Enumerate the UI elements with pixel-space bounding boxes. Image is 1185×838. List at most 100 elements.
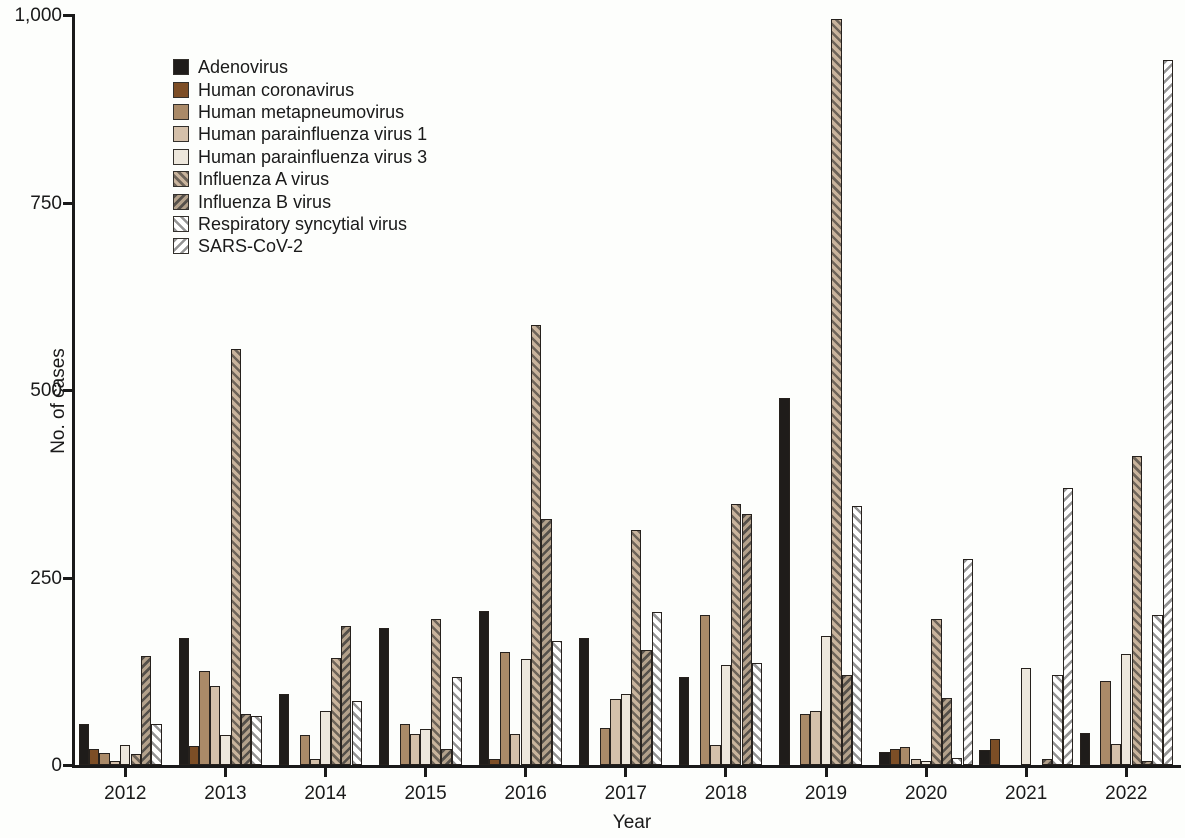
y-tick xyxy=(63,14,72,17)
x-tick xyxy=(1124,768,1128,777)
bar-adenovirus-2020 xyxy=(879,751,890,765)
legend-item: Human parainfluenza virus 1 xyxy=(173,123,427,145)
x-tick-label: 2016 xyxy=(504,783,547,804)
legend-label: SARS-CoV-2 xyxy=(198,236,304,257)
legend-swatch-icon xyxy=(173,238,189,255)
bar-human-coronavirus-2016 xyxy=(489,759,500,765)
x-tick-label: 2022 xyxy=(1105,783,1148,804)
bar-influenza-b-virus-2021 xyxy=(1041,759,1053,765)
y-axis-line xyxy=(72,14,75,768)
bar-adenovirus-2012 xyxy=(78,723,89,765)
bar-influenza-a-virus-2018 xyxy=(731,504,742,765)
bar-human-parainfluenza-virus-1-2017 xyxy=(610,699,621,765)
legend-swatch-icon xyxy=(173,59,189,76)
y-tick xyxy=(63,389,72,392)
legend-swatch-icon xyxy=(173,193,189,210)
bar-human-metapneumovirus-2017 xyxy=(599,727,611,765)
bar-human-metapneumovirus-2018 xyxy=(699,615,711,765)
legend-item: Influenza A virus xyxy=(173,168,427,190)
x-tick xyxy=(724,768,728,777)
y-tick-label: 1,000 xyxy=(14,5,62,26)
bar-influenza-a-virus-2020 xyxy=(931,618,942,765)
bar-influenza-b-virus-2017 xyxy=(641,650,652,765)
bar-human-parainfluenza-virus-3-2020 xyxy=(920,761,932,765)
bar-influenza-b-virus-2015 xyxy=(441,749,452,765)
x-tick xyxy=(624,768,628,777)
bar-adenovirus-2018 xyxy=(679,676,690,765)
legend-item: SARS-CoV-2 xyxy=(173,235,427,257)
bar-human-parainfluenza-virus-1-2019 xyxy=(810,711,821,765)
x-tick-label: 2013 xyxy=(204,783,247,804)
bar-human-coronavirus-2021 xyxy=(989,738,1001,765)
bar-human-parainfluenza-virus-1-2013 xyxy=(209,686,221,765)
x-tick xyxy=(123,768,127,777)
bar-sars-cov-2-2021 xyxy=(1062,487,1073,765)
bar-influenza-b-virus-2022 xyxy=(1141,761,1153,765)
bar-influenza-b-virus-2013 xyxy=(241,714,252,765)
bar-human-metapneumovirus-2016 xyxy=(499,651,511,765)
bar-adenovirus-2013 xyxy=(178,637,189,765)
legend-item: Human metapneumovirus xyxy=(173,101,427,123)
bar-adenovirus-2022 xyxy=(1079,732,1090,765)
bar-influenza-a-virus-2017 xyxy=(631,530,642,765)
bar-respiratory-syncytial-virus-2012 xyxy=(151,723,162,765)
bar-human-coronavirus-2012 xyxy=(88,748,100,765)
y-tick xyxy=(63,764,72,767)
x-tick xyxy=(324,768,327,777)
bar-influenza-b-virus-2018 xyxy=(741,513,752,765)
bar-human-parainfluenza-virus-3-2019 xyxy=(820,636,832,765)
bar-sars-cov-2-2020 xyxy=(962,558,973,765)
x-axis-line xyxy=(72,765,1181,768)
legend-label: Human parainfluenza virus 3 xyxy=(198,146,428,167)
x-tick xyxy=(223,768,227,777)
legend-swatch-icon xyxy=(173,215,189,232)
bar-human-parainfluenza-virus-3-2017 xyxy=(620,693,631,765)
y-tick-label: 0 xyxy=(51,755,62,776)
bar-human-metapneumovirus-2014 xyxy=(299,735,310,765)
bar-human-parainfluenza-virus-1-2016 xyxy=(510,733,521,765)
bar-influenza-a-virus-2013 xyxy=(230,348,241,765)
bar-influenza-b-virus-2014 xyxy=(341,626,352,765)
bar-adenovirus-2019 xyxy=(779,397,790,765)
bar-respiratory-syncytial-virus-2020 xyxy=(952,757,963,765)
bar-adenovirus-2021 xyxy=(979,750,990,765)
bar-human-metapneumovirus-2013 xyxy=(199,671,210,765)
bar-influenza-a-virus-2019 xyxy=(831,18,842,765)
bar-human-metapneumovirus-2022 xyxy=(1100,681,1111,765)
legend-item: Influenza B virus xyxy=(173,190,427,212)
x-axis-title: Year xyxy=(612,812,652,833)
legend-label: Respiratory syncytial virus xyxy=(198,213,408,234)
bar-human-metapneumovirus-2012 xyxy=(99,753,110,765)
x-tick-label: 2015 xyxy=(404,783,447,804)
bar-respiratory-syncytial-virus-2014 xyxy=(351,701,362,765)
bar-human-metapneumovirus-2019 xyxy=(800,714,811,765)
x-tick-label: 2012 xyxy=(104,783,147,804)
bar-human-parainfluenza-virus-3-2018 xyxy=(720,664,732,765)
bar-adenovirus-2017 xyxy=(579,637,590,765)
bar-human-coronavirus-2013 xyxy=(189,746,200,765)
bar-human-parainfluenza-virus-1-2020 xyxy=(910,759,921,765)
bar-human-parainfluenza-virus-1-2015 xyxy=(410,734,421,765)
x-tick-label: 2020 xyxy=(904,783,948,804)
bar-respiratory-syncytial-virus-2022 xyxy=(1152,615,1163,765)
legend: Adenovirus Human coronavirus Human metapne… xyxy=(173,56,427,258)
x-tick xyxy=(524,768,528,777)
bar-influenza-b-virus-2019 xyxy=(841,675,852,765)
legend-label: Human parainfluenza virus 1 xyxy=(198,124,428,145)
legend-item: Human parainfluenza virus 3 xyxy=(173,146,427,168)
bar-adenovirus-2016 xyxy=(478,611,490,765)
bar-respiratory-syncytial-virus-2021 xyxy=(1052,675,1063,765)
bar-human-parainfluenza-virus-3-2016 xyxy=(520,659,531,765)
bar-influenza-a-virus-2012 xyxy=(130,753,141,765)
bar-influenza-a-virus-2015 xyxy=(430,618,442,765)
bar-human-parainfluenza-virus-1-2014 xyxy=(309,759,321,765)
bar-adenovirus-2015 xyxy=(378,627,390,765)
bar-human-metapneumovirus-2015 xyxy=(399,723,410,765)
x-tick xyxy=(824,768,828,777)
bar-respiratory-syncytial-virus-2017 xyxy=(651,612,663,765)
y-tick-label: 250 xyxy=(30,567,62,589)
x-tick xyxy=(1024,768,1028,777)
bar-influenza-a-virus-2014 xyxy=(330,657,342,765)
y-tick-label: 500 xyxy=(30,380,62,401)
